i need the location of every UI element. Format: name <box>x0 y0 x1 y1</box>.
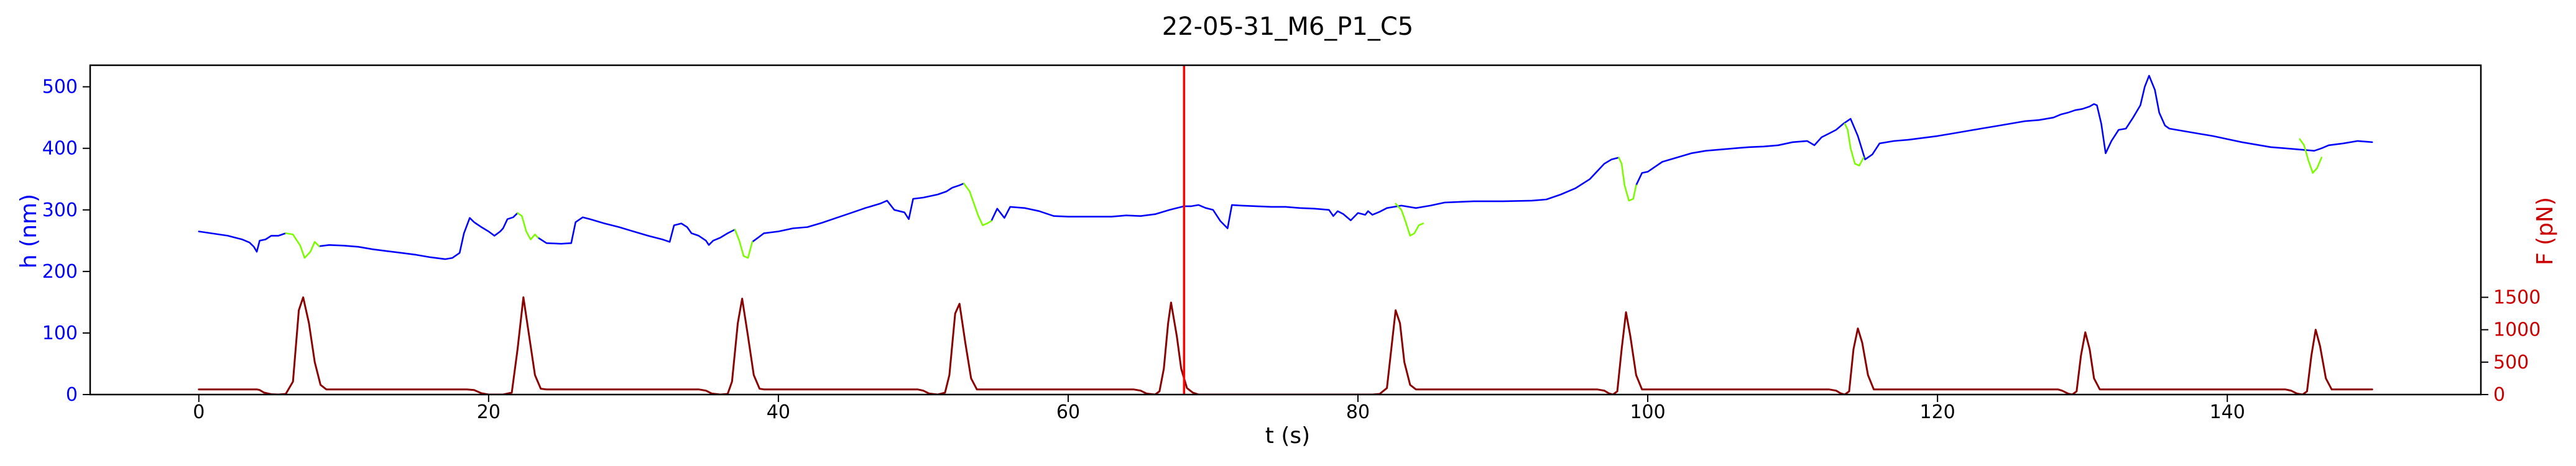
chart-title: 22-05-31_M6_P1_C5 <box>1162 12 1413 41</box>
series-0-segment-5 <box>1635 75 2373 186</box>
y-left-tick-label: 100 <box>42 322 78 344</box>
y-right-tick-label: 500 <box>2493 352 2529 373</box>
series-1-segment-4 <box>1395 203 1424 237</box>
axes: 0 20 40 60 80 100 120 140 0 100 200 300 400 500 0 500 10… <box>42 64 2541 423</box>
series-1-segment-3 <box>963 182 992 226</box>
series-2-segment-0 <box>198 296 2373 395</box>
x-tick-label: 140 <box>2210 401 2245 423</box>
x-tick-label: 120 <box>1920 401 1955 423</box>
y-left-tick-label: 0 <box>66 384 78 406</box>
series-0-segment-2 <box>537 216 736 246</box>
x-tick-label: 80 <box>1346 401 1370 423</box>
x-tick-label: 40 <box>767 401 790 423</box>
series-0-segment-1 <box>318 212 519 260</box>
series-0-segment-0 <box>198 231 287 253</box>
series-1-segment-7 <box>2299 138 2322 174</box>
series-1-segment-1 <box>517 212 539 240</box>
series-1-segment-0 <box>285 232 320 259</box>
y-axis-left-label: h (nm) <box>16 194 42 268</box>
y-axis-right-label: F (pN) <box>2532 197 2558 265</box>
y-left-tick-label: 400 <box>42 138 78 160</box>
x-tick-label: 100 <box>1630 401 1665 423</box>
series-0-segment-3 <box>751 182 965 243</box>
y-right-tick-label: 1000 <box>2493 319 2541 341</box>
y-right-tick-label: 1500 <box>2493 287 2541 309</box>
plot-series-group <box>198 75 2373 395</box>
x-axis-label: t (s) <box>1265 423 1310 449</box>
x-tick-label: 0 <box>193 401 205 423</box>
x-tick-label: 20 <box>477 401 501 423</box>
y-left-tick-label: 500 <box>42 76 78 98</box>
y-right-tick-label: 0 <box>2493 384 2505 406</box>
y-left-tick-label: 200 <box>42 261 78 283</box>
x-tick-label: 60 <box>1056 401 1080 423</box>
plot-area <box>198 65 2373 395</box>
series-1-segment-5 <box>1618 157 1637 202</box>
series-0-segment-4 <box>990 157 1620 229</box>
plot-frame <box>89 64 2482 396</box>
series-1-segment-6 <box>1844 122 1865 167</box>
y-left-tick-label: 300 <box>42 199 78 221</box>
series-1-segment-2 <box>734 229 754 259</box>
